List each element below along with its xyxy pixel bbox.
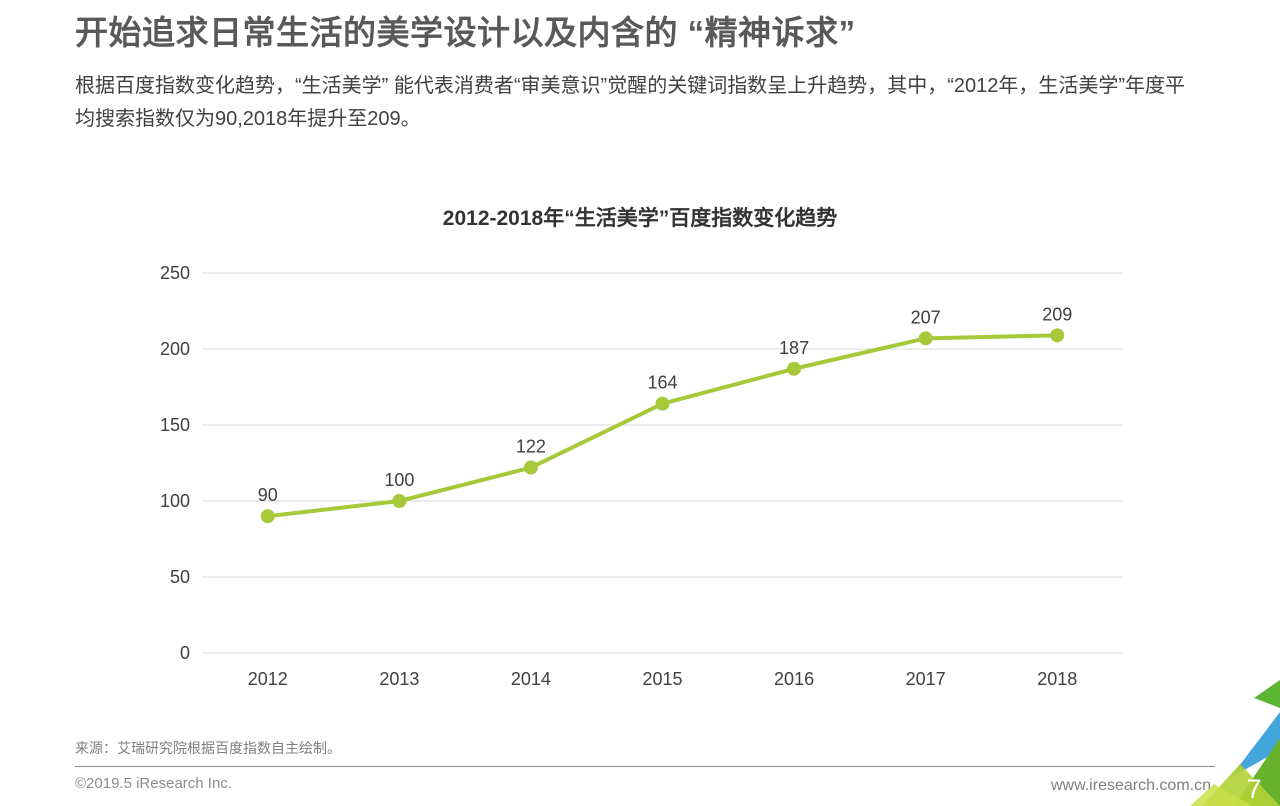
source-note: 来源：艾瑞研究院根据百度指数自主绘制。	[75, 740, 341, 756]
data-point-marker	[523, 460, 538, 475]
data-point-label: 207	[911, 307, 941, 327]
page-title: 开始追求日常生活的美学设计以及内含的 “精神诉求”	[75, 14, 856, 51]
lime-light-triangle	[1190, 784, 1252, 806]
data-point-marker	[655, 396, 670, 411]
x-axis-tick-label: 2015	[642, 669, 682, 689]
x-axis-tick-label: 2014	[511, 669, 551, 689]
footer-divider	[75, 766, 1215, 767]
copyright-text: ©2019.5 iResearch Inc.	[75, 775, 232, 792]
page-number: 7	[1246, 774, 1261, 804]
data-point-label: 164	[647, 373, 677, 393]
y-axis-tick-label: 100	[160, 491, 190, 511]
data-point-marker	[787, 361, 802, 376]
x-axis-tick-label: 2016	[774, 669, 814, 689]
blue-triangle	[1230, 712, 1280, 778]
website-url: www.iresearch.com.cn	[1050, 777, 1211, 794]
x-axis-tick-label: 2017	[906, 669, 946, 689]
intro-paragraph: 根据百度指数变化趋势，“生活美学” 能代表消费者“审美意识”觉醒的关键词指数呈上…	[75, 75, 1186, 130]
data-point-marker	[918, 331, 933, 346]
data-point-label: 209	[1042, 304, 1072, 324]
y-axis-tick-label: 200	[160, 339, 190, 359]
data-point-label: 90	[258, 485, 278, 505]
green-tip-triangle	[1254, 680, 1280, 708]
chart-title: 2012-2018年“生活美学”百度指数变化趋势	[442, 207, 838, 230]
corner-triangles-decoration: 7	[1190, 680, 1280, 806]
y-axis-tick-label: 150	[160, 415, 190, 435]
y-axis-tick-label: 250	[160, 263, 190, 283]
data-point-marker	[260, 509, 275, 524]
data-point-label: 187	[779, 338, 809, 358]
data-point-label: 122	[516, 437, 546, 457]
data-point-marker	[392, 494, 407, 508]
y-axis-tick-label: 0	[180, 643, 190, 663]
x-axis-tick-label: 2012	[248, 669, 288, 689]
y-axis-tick-label: 50	[170, 567, 190, 587]
data-point-marker	[1050, 328, 1065, 343]
baidu-index-line-chart: 0 50 100 150 200 250 2012 2013 2014 2015 2016 2017 2…	[160, 263, 1123, 689]
data-point-label: 100	[384, 470, 414, 490]
x-axis-tick-label: 2018	[1037, 669, 1077, 689]
x-axis-tick-label: 2013	[379, 669, 419, 689]
